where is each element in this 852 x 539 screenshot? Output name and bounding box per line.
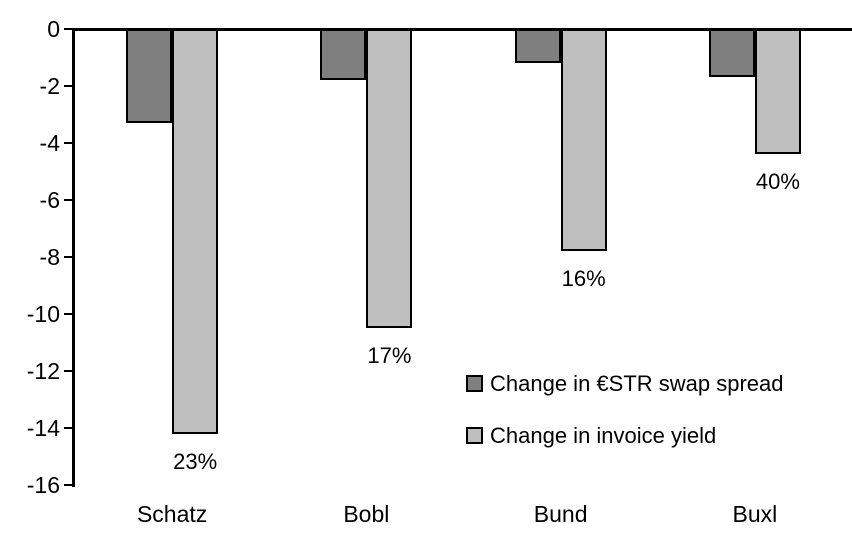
- y-axis-line: [72, 27, 75, 487]
- y-axis-tick: [64, 28, 72, 30]
- x-axis-category-label-buxl: Buxl: [732, 501, 778, 527]
- y-axis-tick-label: -8: [39, 244, 60, 270]
- bar-value-label: 16%: [561, 266, 606, 292]
- bar-buxl-invoice-yield: [754, 29, 801, 155]
- bar-bobl-invoice-yield: [366, 29, 413, 329]
- y-axis-tick-label: -2: [39, 73, 60, 99]
- bar-bund-invoice-yield: [560, 29, 607, 252]
- y-axis-tick: [64, 370, 72, 372]
- x-axis-zero-line: [72, 27, 852, 31]
- y-axis-tick-label: -6: [39, 187, 60, 213]
- x-axis-category-label-schatz: Schatz: [136, 501, 208, 527]
- bar-buxl-swap-spread: [708, 29, 755, 78]
- y-axis-tick-label: 0: [47, 16, 60, 42]
- y-axis-tick-label: -16: [26, 472, 60, 498]
- x-axis-category-label-bund: Bund: [533, 501, 588, 527]
- bar-bund-swap-spread: [514, 29, 561, 64]
- bar-value-label: 17%: [367, 343, 412, 369]
- bar-bobl-swap-spread: [320, 29, 367, 81]
- legend-item-invoice-yield: Change in invoice yield: [466, 423, 784, 448]
- bar-value-label: 40%: [755, 169, 800, 195]
- bar-schatz-invoice-yield: [172, 29, 219, 434]
- y-axis-tick: [64, 313, 72, 315]
- y-axis-tick-label: -10: [26, 301, 60, 327]
- legend-label-invoice-yield: Change in invoice yield: [490, 422, 717, 448]
- y-axis-tick: [64, 484, 72, 486]
- y-axis-tick-label: -4: [39, 130, 60, 156]
- legend-label-swap-spread: Change in €STR swap spread: [490, 370, 784, 396]
- y-axis-tick: [64, 256, 72, 258]
- bar-value-label: 23%: [173, 448, 218, 474]
- invoice-yield-swatch-icon: [466, 427, 483, 444]
- y-axis-tick: [64, 427, 72, 429]
- swap-spread-swatch-icon: [466, 375, 483, 392]
- y-axis-tick-label: -14: [26, 415, 60, 441]
- x-axis-category-label-bobl: Bobl: [343, 501, 390, 527]
- y-axis-tick-label: -12: [26, 358, 60, 384]
- bar-schatz-swap-spread: [126, 29, 173, 124]
- legend-item-swap-spread: Change in €STR swap spread: [466, 371, 784, 396]
- y-axis-tick: [64, 142, 72, 144]
- legend: Change in €STR swap spread Change in inv…: [466, 371, 784, 475]
- y-axis-tick: [64, 199, 72, 201]
- y-axis-tick: [64, 85, 72, 87]
